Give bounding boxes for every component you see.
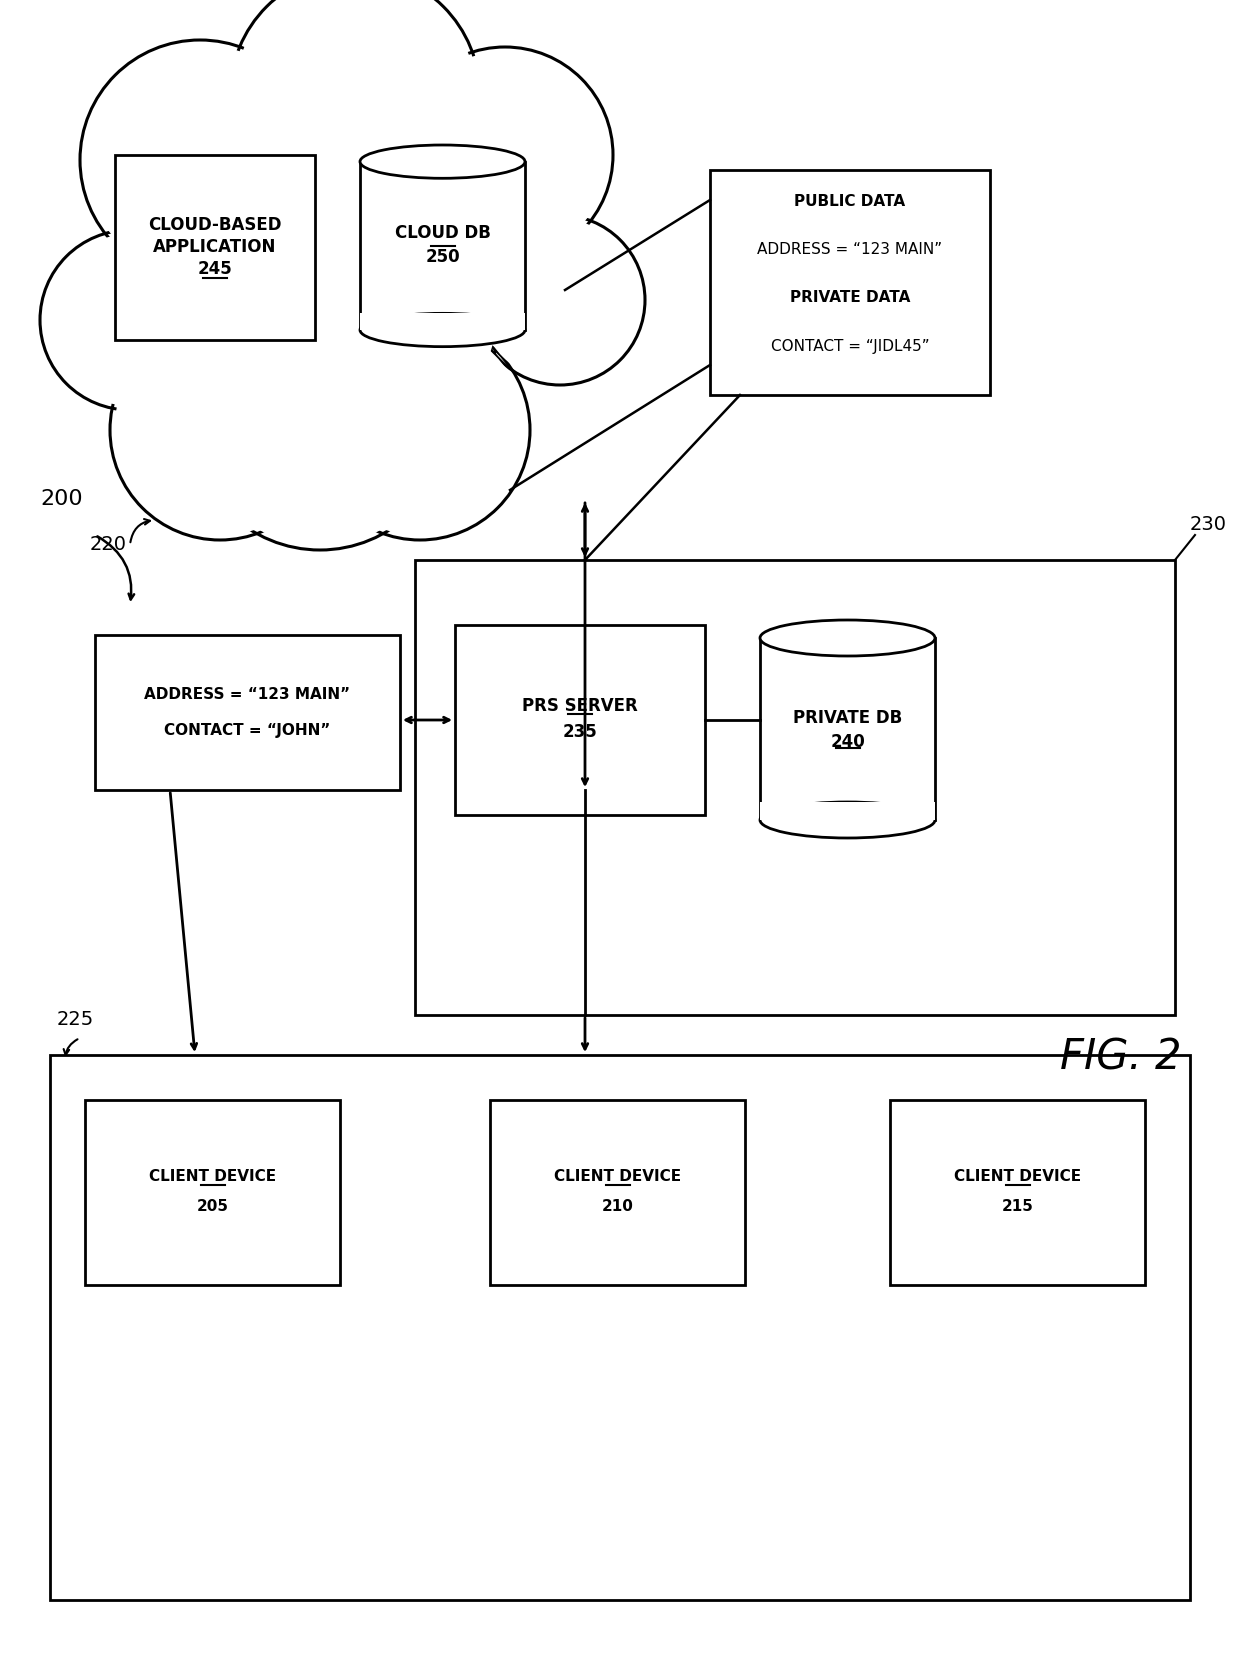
Bar (360, 162, 525, 330)
Text: 225: 225 (56, 1011, 94, 1029)
Text: ADDRESS = “123 MAIN”: ADDRESS = “123 MAIN” (758, 242, 942, 257)
Text: 230: 230 (1190, 515, 1228, 535)
Bar (760, 638, 935, 820)
Text: 245: 245 (197, 260, 232, 278)
Bar (490, 1100, 745, 1284)
Circle shape (115, 325, 325, 535)
Ellipse shape (360, 146, 525, 179)
Text: PUBLIC DATA: PUBLIC DATA (795, 194, 905, 209)
Circle shape (236, 0, 475, 215)
Text: CONTACT = “JIDL45”: CONTACT = “JIDL45” (771, 338, 929, 353)
Bar (760, 802, 935, 820)
Circle shape (310, 320, 529, 540)
Circle shape (190, 290, 450, 550)
Circle shape (397, 46, 613, 263)
Bar (711, 171, 990, 394)
Text: ADDRESS = “123 MAIN”: ADDRESS = “123 MAIN” (144, 688, 351, 703)
Circle shape (229, 0, 480, 220)
Circle shape (480, 220, 640, 379)
Text: 215: 215 (1002, 1200, 1033, 1215)
Text: CLOUD-BASED: CLOUD-BASED (149, 217, 281, 235)
Text: CONTACT = “JOHN”: CONTACT = “JOHN” (165, 722, 331, 737)
Circle shape (195, 295, 445, 545)
Bar (95, 635, 401, 790)
Circle shape (402, 51, 608, 258)
Circle shape (115, 94, 505, 486)
Bar (115, 156, 315, 340)
Text: PRS SERVER: PRS SERVER (522, 698, 637, 716)
Text: APPLICATION: APPLICATION (154, 239, 277, 257)
Text: 240: 240 (830, 732, 864, 751)
Circle shape (475, 215, 645, 384)
Bar (455, 625, 706, 815)
Text: CLIENT DEVICE: CLIENT DEVICE (554, 1168, 681, 1185)
Ellipse shape (360, 313, 525, 346)
Circle shape (40, 230, 219, 409)
Bar (86, 1100, 340, 1284)
Text: PRIVATE DB: PRIVATE DB (792, 709, 903, 727)
Circle shape (110, 320, 330, 540)
Text: CLIENT DEVICE: CLIENT DEVICE (149, 1168, 277, 1185)
Bar (415, 560, 1176, 1016)
Circle shape (86, 45, 315, 275)
Circle shape (120, 99, 500, 481)
Text: 200: 200 (41, 489, 83, 509)
Text: 250: 250 (425, 249, 460, 267)
Bar (360, 313, 525, 330)
Text: PRIVATE DATA: PRIVATE DATA (790, 290, 910, 305)
Text: CLIENT DEVICE: CLIENT DEVICE (954, 1168, 1081, 1185)
Ellipse shape (760, 802, 935, 838)
Bar (890, 1100, 1145, 1284)
Text: 235: 235 (563, 722, 598, 741)
Ellipse shape (760, 620, 935, 656)
Bar (50, 1056, 1190, 1601)
Text: FIG. 2: FIG. 2 (1060, 1037, 1182, 1079)
Text: 220: 220 (89, 535, 126, 553)
Circle shape (45, 235, 215, 404)
Circle shape (315, 325, 525, 535)
Text: 205: 205 (196, 1200, 228, 1215)
Circle shape (81, 40, 320, 280)
Text: CLOUD DB: CLOUD DB (394, 224, 491, 242)
Text: 210: 210 (601, 1200, 634, 1215)
